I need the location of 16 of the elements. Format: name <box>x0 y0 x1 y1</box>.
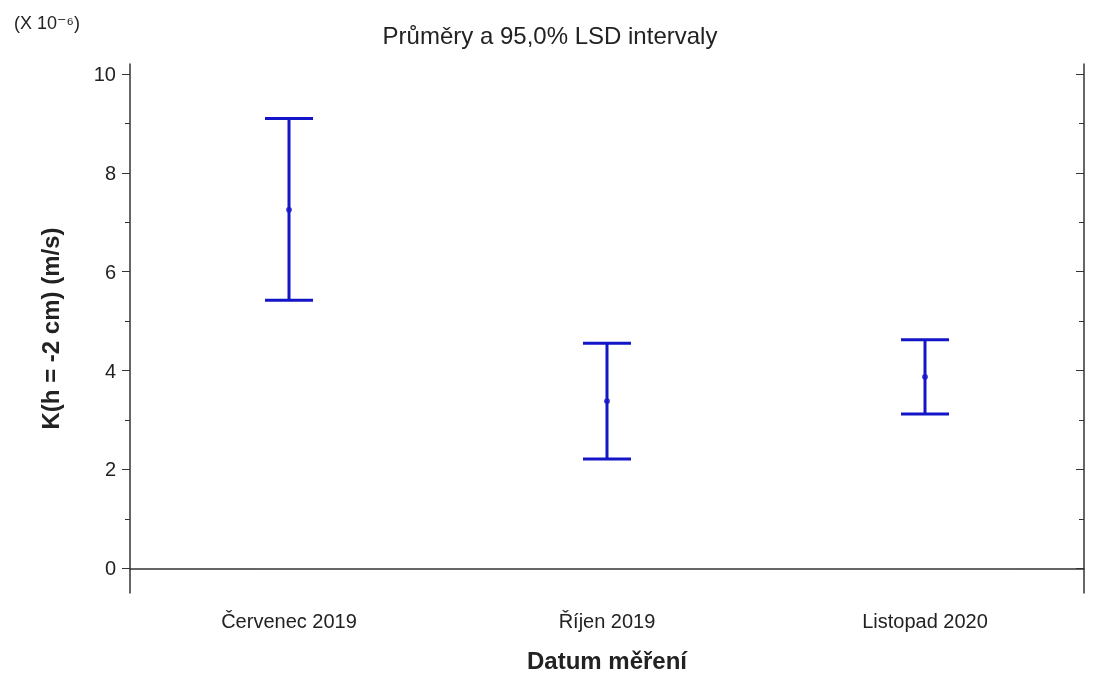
y-tick-label: 6 <box>104 260 116 283</box>
x-axis-title: Datum měření <box>526 646 689 674</box>
x-tick-label: Říjen 2019 <box>558 610 656 632</box>
y-tick-label: 0 <box>104 557 116 580</box>
y-tick-label: 8 <box>104 161 116 184</box>
y-axis-title: K(h = -2 cm) (m/s) <box>36 227 64 430</box>
text: (X 10⁻⁶) <box>14 13 80 33</box>
y-tick-label: 4 <box>104 359 116 382</box>
point <box>286 206 292 213</box>
x-tick-label: Listopad 2020 <box>862 610 988 632</box>
point <box>604 398 610 405</box>
chart-title: Průměry a 95,0% LSD intervaly <box>382 21 718 49</box>
y-tick-label: 10 <box>93 62 116 85</box>
y-tick-label: 2 <box>104 458 116 481</box>
x-tick-label: Červenec 2019 <box>221 610 357 632</box>
point <box>922 373 928 380</box>
